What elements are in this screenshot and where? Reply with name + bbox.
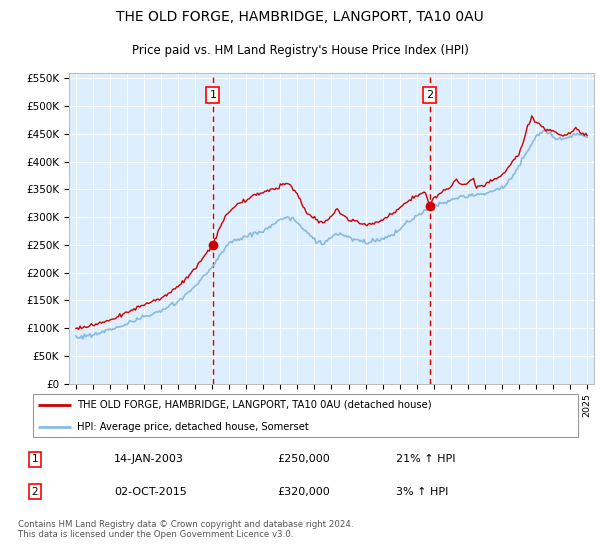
Text: THE OLD FORGE, HAMBRIDGE, LANGPORT, TA10 0AU: THE OLD FORGE, HAMBRIDGE, LANGPORT, TA10…	[116, 10, 484, 24]
Text: Price paid vs. HM Land Registry's House Price Index (HPI): Price paid vs. HM Land Registry's House …	[131, 44, 469, 57]
Text: Contains HM Land Registry data © Crown copyright and database right 2024.
This d: Contains HM Land Registry data © Crown c…	[18, 520, 353, 539]
Text: 1: 1	[32, 454, 38, 464]
Text: £320,000: £320,000	[277, 487, 330, 497]
Text: 2: 2	[426, 90, 433, 100]
Text: £250,000: £250,000	[277, 454, 330, 464]
Text: 2: 2	[32, 487, 38, 497]
Text: 1: 1	[209, 90, 217, 100]
Text: 02-OCT-2015: 02-OCT-2015	[114, 487, 187, 497]
Text: 3% ↑ HPI: 3% ↑ HPI	[396, 487, 448, 497]
Text: 21% ↑ HPI: 21% ↑ HPI	[396, 454, 455, 464]
FancyBboxPatch shape	[33, 394, 578, 437]
Text: HPI: Average price, detached house, Somerset: HPI: Average price, detached house, Some…	[77, 422, 308, 432]
Text: 14-JAN-2003: 14-JAN-2003	[114, 454, 184, 464]
Text: THE OLD FORGE, HAMBRIDGE, LANGPORT, TA10 0AU (detached house): THE OLD FORGE, HAMBRIDGE, LANGPORT, TA10…	[77, 400, 431, 410]
